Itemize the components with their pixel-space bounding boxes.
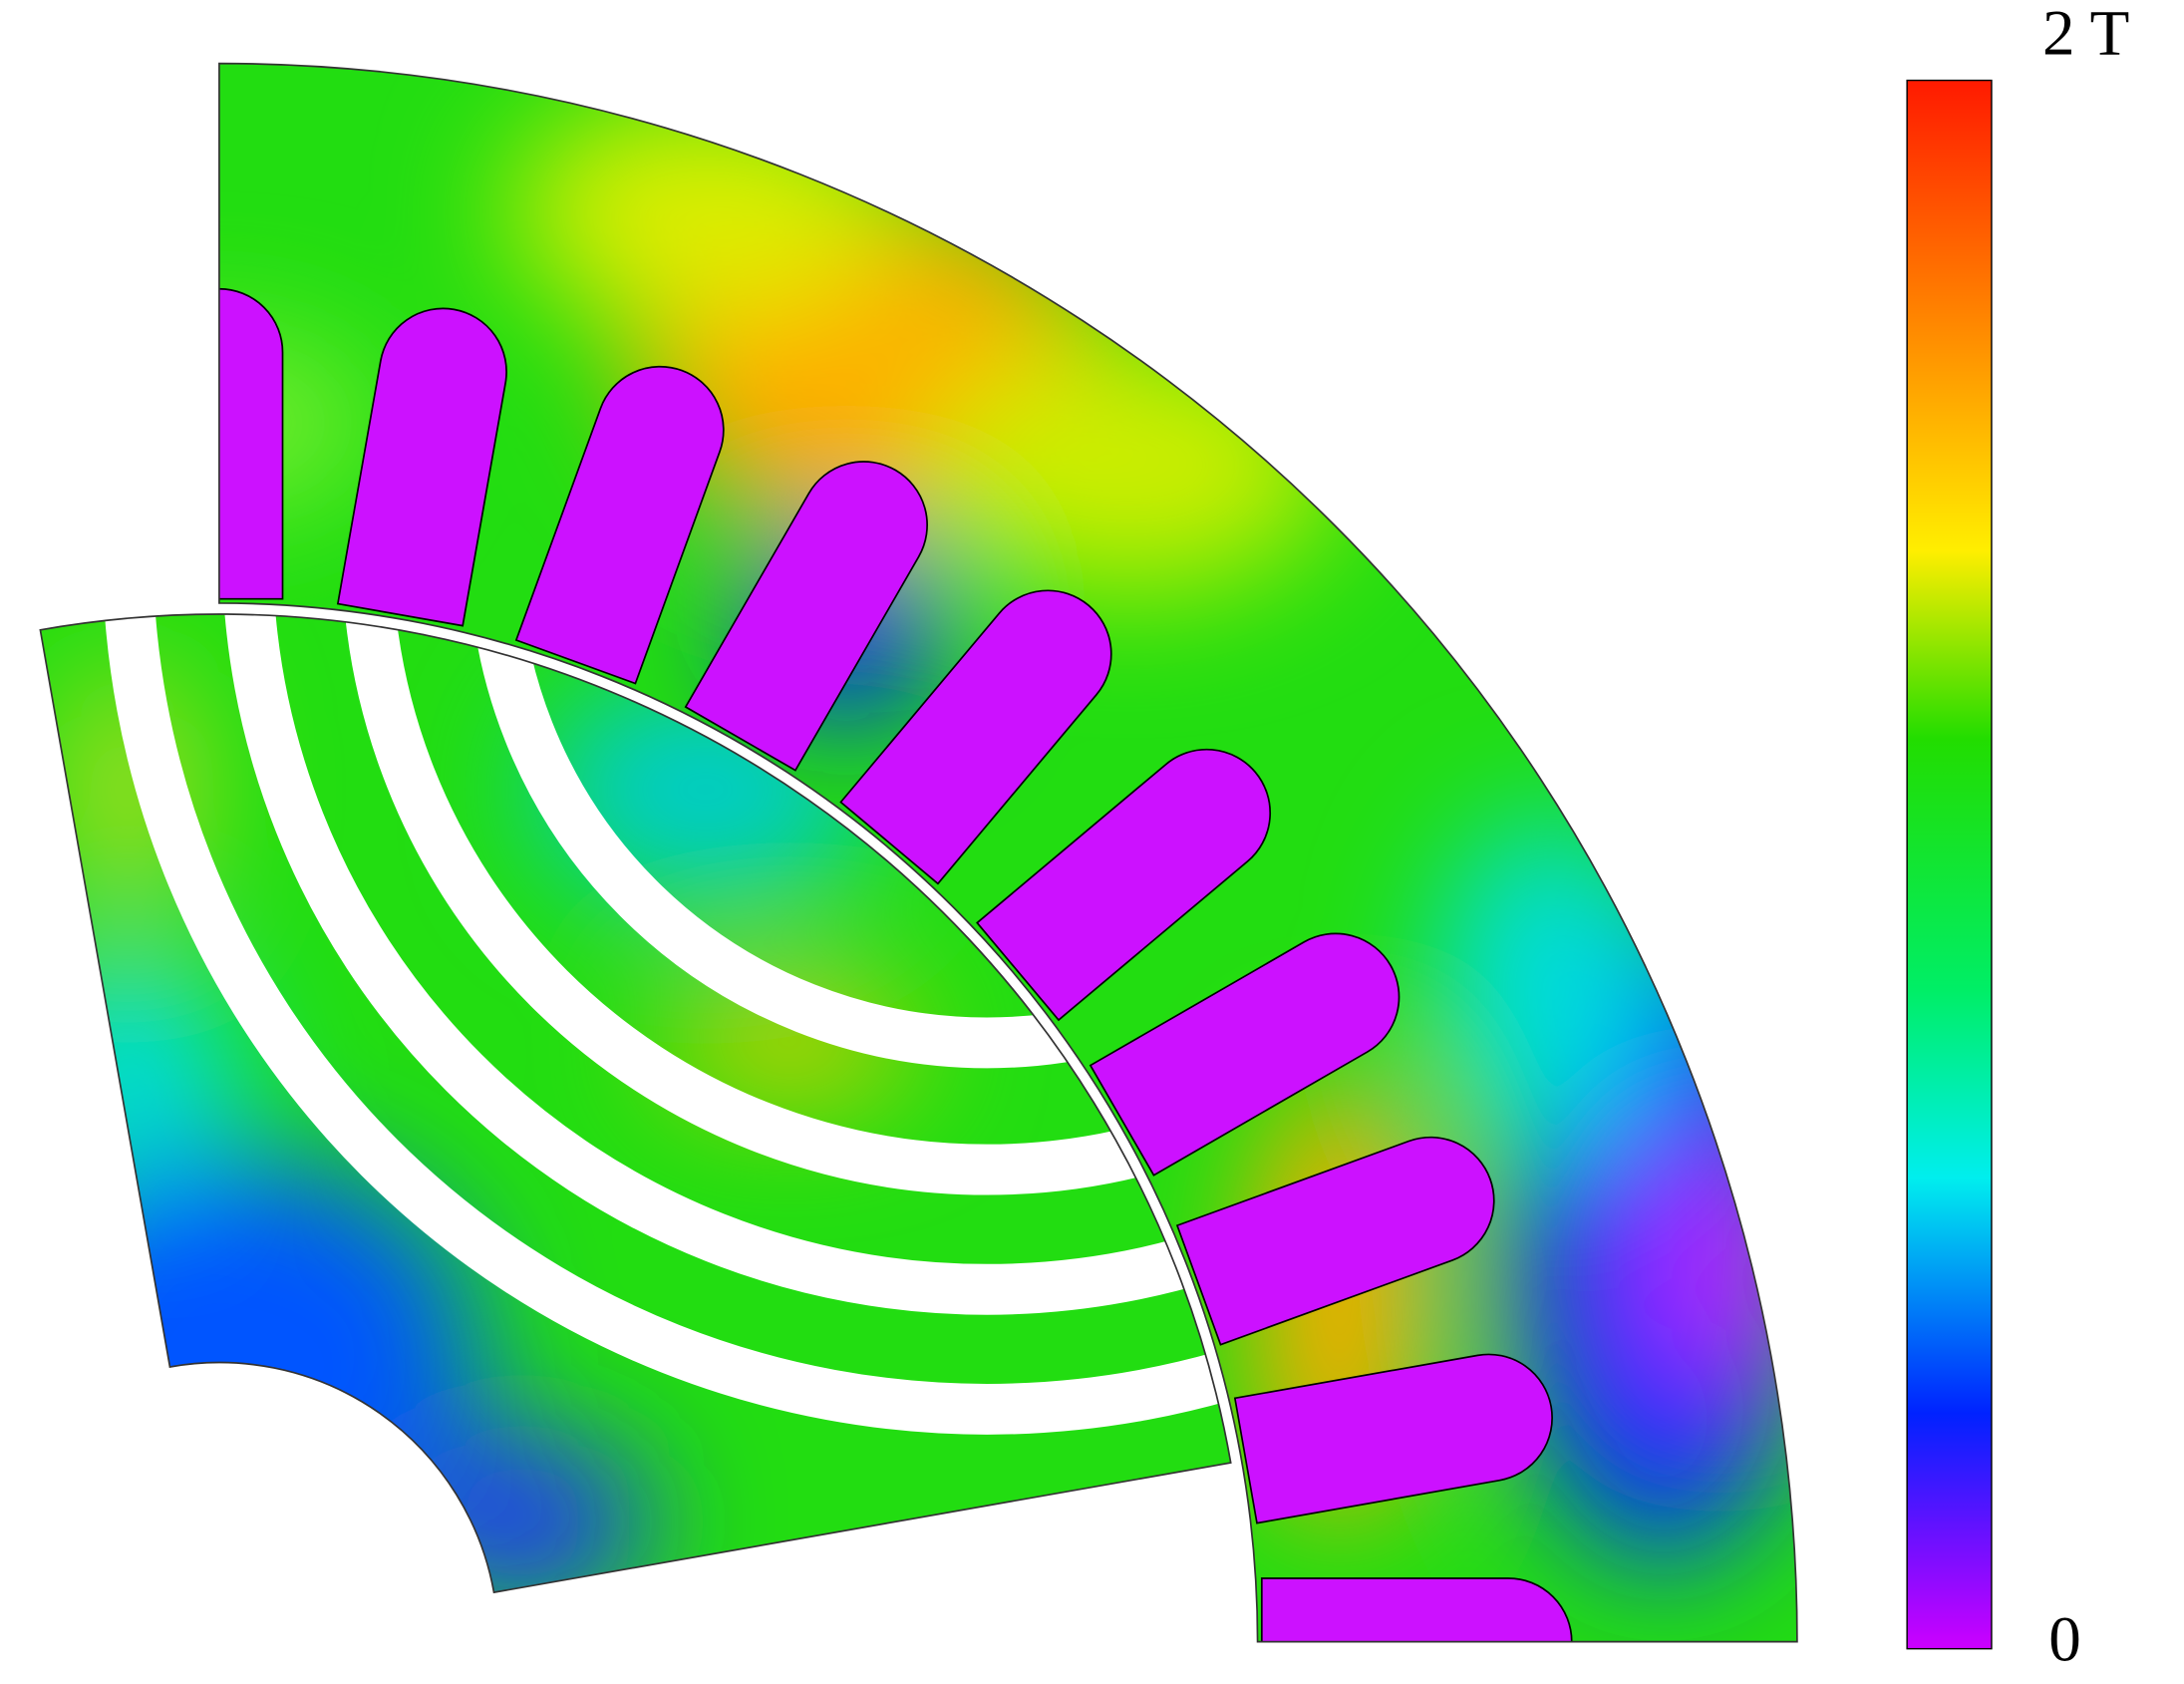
colorbar-max-label: 2 T [2042,0,2129,69]
colorbar-scale [1906,79,1993,1650]
colorbar: 2 T 0 [1906,0,2129,1676]
colorbar-min-label: 0 [2048,1604,2081,1676]
